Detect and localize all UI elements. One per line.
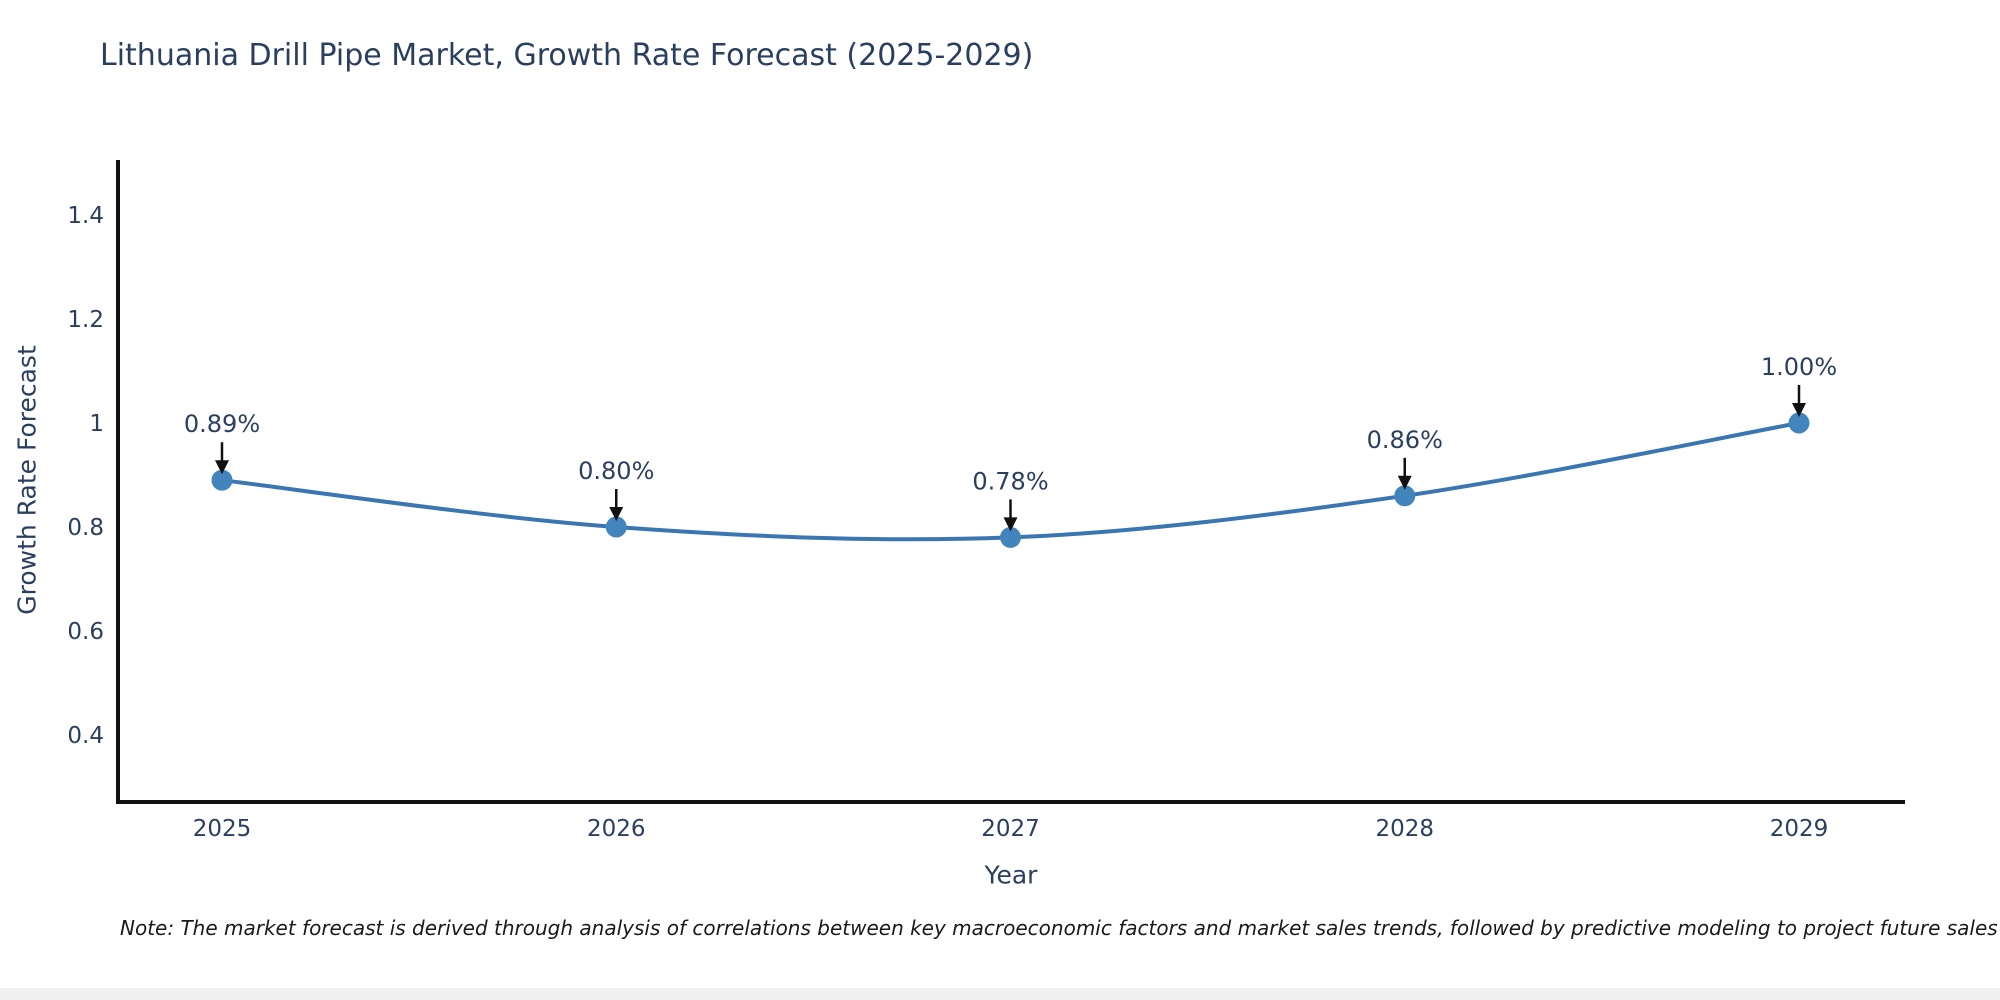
bottom-strip [0,988,2000,1000]
annotation-arrow-head [215,460,229,475]
annotation-arrow-head [1397,475,1412,490]
data-point-value-label: 0.80% [578,457,654,485]
y-axis-title: Growth Rate Forecast [12,345,42,615]
data-point-marker [1788,412,1810,434]
y-tick-label: 0.4 [67,723,104,749]
data-point-marker [605,516,627,538]
data-point-marker [211,469,233,491]
x-tick-label: 2027 [981,816,1040,842]
data-point-value-label: 1.00% [1761,353,1837,381]
x-tick-label: 2028 [1375,816,1434,842]
data-point-marker [1394,485,1416,507]
x-tick-label: 2025 [193,816,252,842]
y-tick-label: 1.4 [67,203,104,229]
footnote: Note: The market forecast is derived thr… [120,916,1998,940]
y-tick-label: 0.6 [67,619,104,645]
data-point-marker [1000,526,1021,548]
x-tick-label: 2026 [587,816,646,842]
y-tick-label: 0.8 [67,515,104,541]
data-point-value-label: 0.89% [184,410,260,438]
x-tick-label: 2029 [1770,816,1829,842]
chart-title: Lithuania Drill Pipe Market, Growth Rate… [100,38,1034,73]
data-point-value-label: 0.78% [972,467,1048,495]
y-tick-label: 1 [89,411,104,437]
annotation-arrow-head [1792,403,1806,417]
y-tick-label: 1.2 [67,307,104,333]
x-axis-title: Year [984,860,1038,890]
annotation-arrow-head [609,507,624,521]
annotation-arrow-head [1003,517,1018,532]
data-point-value-label: 0.86% [1367,426,1443,454]
